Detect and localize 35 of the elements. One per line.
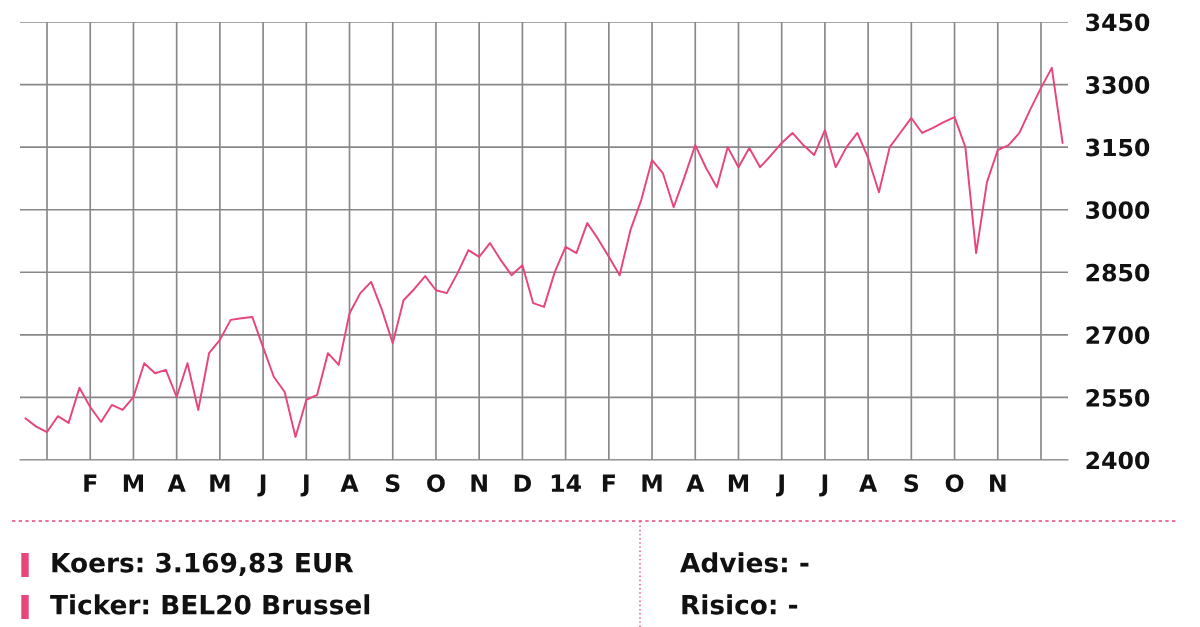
x-tick-label: J (775, 474, 784, 497)
y-tick-label: 3450 (1086, 13, 1150, 32)
x-tick-label: N (990, 474, 1006, 492)
line-series (24, 66, 1064, 439)
y-tick-label: 2700 (1086, 326, 1150, 345)
text: Advies: - (680, 552, 809, 573)
y-tick-label: 3300 (1086, 76, 1150, 94)
text: Koers: 3.169,83 EUR (52, 552, 354, 577)
x-tick-label: J (819, 474, 828, 497)
x-tick-label: J (257, 474, 266, 497)
x-tick-label: M (123, 474, 144, 492)
x-tick-label: J (300, 474, 309, 497)
x-tick-label: F (84, 474, 97, 492)
x-tick-label: O (945, 474, 964, 493)
x-tick-label: N (471, 474, 487, 492)
x-tick-label: A (686, 474, 705, 492)
y-tick-label: 3150 (1086, 138, 1150, 157)
x-tick-label: 14 (551, 474, 581, 492)
x-tick-label: M (728, 474, 749, 492)
y-tick-label: 2400 (1086, 451, 1150, 470)
x-tick-label: F (602, 474, 615, 492)
x-tick-label: A (859, 474, 878, 492)
y-tick-label: 3000 (1086, 201, 1150, 220)
x-tick-label: O (427, 474, 445, 493)
x-tick-label: A (340, 474, 359, 492)
x-tick-label: M (210, 474, 230, 492)
y-tick-label: 2550 (1086, 388, 1150, 407)
text: Ticker: BEL20 Brussel (50, 594, 370, 615)
text: Risico: - (682, 594, 798, 615)
x-tick-label: D (514, 474, 531, 492)
x-tick-label: M (642, 474, 662, 492)
y-tick-label: 2850 (1086, 263, 1150, 282)
x-tick-label: S (904, 474, 919, 493)
x-tick-label: S (385, 474, 400, 493)
x-tick-label: A (167, 474, 186, 492)
